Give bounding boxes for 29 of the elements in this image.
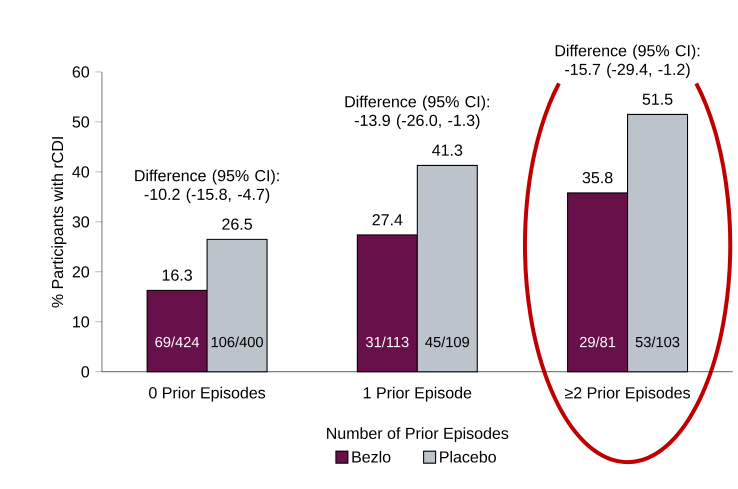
data-label: 16.3 [162, 270, 192, 281]
data-label: 27.4 [372, 214, 402, 226]
legend-label: Bezlo [352, 451, 390, 463]
annotation: 69/424 [155, 336, 200, 348]
y-tick-label: 0 [81, 366, 90, 378]
y-tick-label: 60 [72, 66, 90, 78]
y-tick-label: 10 [73, 316, 90, 328]
annotation: 29/81 [580, 336, 616, 348]
y-tick-label: 20 [72, 266, 90, 278]
y-axis-title: % Participants with rCDI [51, 137, 66, 308]
data-label: 26.5 [222, 218, 252, 230]
annotation: Difference (95% CI): -13.9 (-26.0, -1.3) [345, 96, 490, 130]
annotation: Difference (95% CI): -15.7 (-29.4, -1.2) [556, 44, 700, 78]
legend-label: Placebo [440, 451, 496, 463]
x-tick-label: 0 Prior Episodes [149, 386, 266, 402]
data-label: 51.5 [642, 94, 672, 106]
annotation: 45/109 [425, 336, 470, 348]
x-tick-label: ≥2 Prior Episodes [564, 386, 690, 402]
x-axis-title: Number of Prior Episodes [327, 427, 508, 442]
data-label: 41.3 [432, 144, 462, 156]
annotation: 106/400 [212, 336, 263, 348]
y-tick-label: 40 [72, 166, 90, 178]
x-tick-label: 1 Prior Episode [364, 386, 472, 402]
data-label: 35.8 [582, 172, 612, 184]
annotation: Difference (95% CI): -10.2 (-15.8, -4.7) [135, 170, 279, 204]
annotation: 31/113 [366, 336, 409, 348]
annotation: 53/103 [636, 336, 680, 348]
y-tick-label: 30 [72, 216, 90, 228]
y-tick-label: 50 [72, 116, 90, 128]
